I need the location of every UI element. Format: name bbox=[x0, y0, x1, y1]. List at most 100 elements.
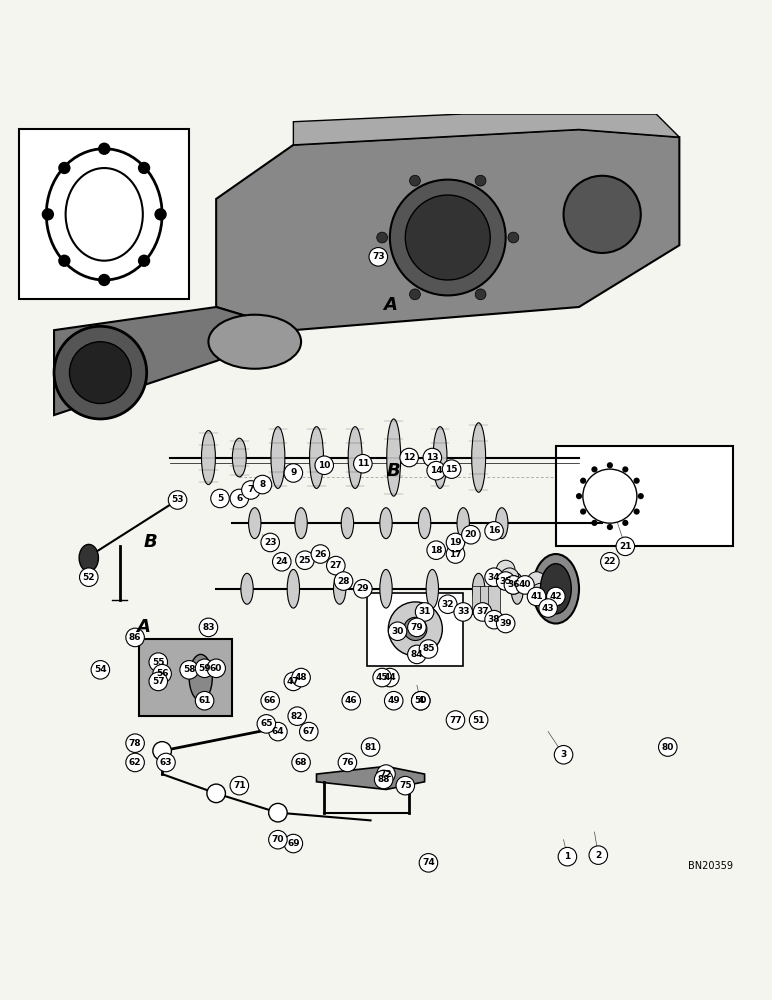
Circle shape bbox=[315, 456, 334, 475]
Text: 25: 25 bbox=[299, 556, 311, 565]
Ellipse shape bbox=[472, 423, 486, 492]
Circle shape bbox=[591, 520, 598, 526]
Text: 78: 78 bbox=[129, 739, 141, 748]
Text: 6: 6 bbox=[236, 494, 242, 503]
Text: 43: 43 bbox=[542, 604, 554, 613]
Text: 22: 22 bbox=[604, 557, 616, 566]
Text: 77: 77 bbox=[449, 716, 462, 725]
Circle shape bbox=[54, 326, 147, 419]
Polygon shape bbox=[54, 307, 293, 415]
Text: 66: 66 bbox=[264, 696, 276, 705]
Text: 80: 80 bbox=[662, 743, 674, 752]
Text: 30: 30 bbox=[391, 627, 404, 636]
Text: 35: 35 bbox=[499, 577, 512, 586]
Circle shape bbox=[442, 460, 461, 478]
Circle shape bbox=[273, 552, 291, 571]
Circle shape bbox=[408, 645, 426, 664]
Circle shape bbox=[381, 668, 399, 687]
Text: 76: 76 bbox=[341, 758, 354, 767]
Circle shape bbox=[195, 691, 214, 710]
Circle shape bbox=[659, 738, 677, 756]
Circle shape bbox=[504, 576, 523, 594]
Ellipse shape bbox=[310, 427, 323, 488]
Polygon shape bbox=[317, 766, 425, 790]
Text: 18: 18 bbox=[430, 546, 442, 555]
Circle shape bbox=[446, 545, 465, 563]
Ellipse shape bbox=[540, 564, 571, 614]
Circle shape bbox=[496, 560, 515, 579]
Circle shape bbox=[475, 289, 486, 300]
Text: 5: 5 bbox=[217, 494, 223, 503]
Text: B: B bbox=[387, 462, 401, 480]
Text: 69: 69 bbox=[287, 839, 300, 848]
Ellipse shape bbox=[341, 508, 354, 539]
Circle shape bbox=[558, 847, 577, 866]
Circle shape bbox=[638, 493, 644, 499]
Circle shape bbox=[153, 742, 171, 760]
Circle shape bbox=[564, 176, 641, 253]
Ellipse shape bbox=[249, 508, 261, 539]
Text: 16: 16 bbox=[488, 526, 500, 535]
Circle shape bbox=[211, 489, 229, 508]
Circle shape bbox=[419, 854, 438, 872]
Text: BN20359: BN20359 bbox=[689, 861, 733, 871]
Circle shape bbox=[438, 595, 457, 613]
Text: 1: 1 bbox=[564, 852, 571, 861]
Text: 47: 47 bbox=[287, 677, 300, 686]
Circle shape bbox=[98, 274, 110, 286]
Text: 34: 34 bbox=[488, 573, 500, 582]
Polygon shape bbox=[216, 129, 679, 330]
Text: 37: 37 bbox=[476, 607, 489, 616]
Circle shape bbox=[153, 664, 171, 683]
Circle shape bbox=[516, 576, 534, 594]
Circle shape bbox=[396, 776, 415, 795]
Bar bbox=[472, 586, 485, 614]
Circle shape bbox=[207, 659, 225, 678]
Circle shape bbox=[446, 533, 465, 552]
Circle shape bbox=[269, 830, 287, 849]
Circle shape bbox=[589, 846, 608, 864]
Text: 23: 23 bbox=[264, 538, 276, 547]
Circle shape bbox=[411, 691, 430, 710]
Text: 79: 79 bbox=[411, 623, 423, 632]
Text: 3: 3 bbox=[560, 750, 567, 759]
Circle shape bbox=[284, 464, 303, 482]
Circle shape bbox=[469, 711, 488, 729]
Circle shape bbox=[98, 143, 110, 155]
Ellipse shape bbox=[380, 569, 392, 608]
Circle shape bbox=[195, 659, 214, 678]
FancyBboxPatch shape bbox=[367, 593, 463, 666]
Text: 44: 44 bbox=[384, 673, 396, 682]
Text: 50: 50 bbox=[415, 696, 427, 705]
Circle shape bbox=[257, 715, 276, 733]
Circle shape bbox=[311, 545, 330, 563]
Text: 82: 82 bbox=[291, 712, 303, 721]
Circle shape bbox=[607, 524, 613, 530]
Circle shape bbox=[168, 491, 187, 509]
Text: 2: 2 bbox=[595, 851, 601, 860]
Circle shape bbox=[126, 734, 144, 752]
Circle shape bbox=[300, 722, 318, 741]
Ellipse shape bbox=[334, 573, 346, 604]
Circle shape bbox=[207, 784, 225, 803]
Text: 63: 63 bbox=[160, 758, 172, 767]
Circle shape bbox=[69, 342, 131, 403]
Circle shape bbox=[409, 289, 420, 300]
Ellipse shape bbox=[496, 508, 508, 539]
Ellipse shape bbox=[271, 427, 285, 488]
Circle shape bbox=[622, 520, 628, 526]
Circle shape bbox=[485, 568, 503, 586]
Circle shape bbox=[508, 232, 519, 243]
Circle shape bbox=[261, 533, 279, 552]
Text: 21: 21 bbox=[619, 542, 631, 551]
Polygon shape bbox=[293, 114, 679, 145]
Ellipse shape bbox=[287, 569, 300, 608]
Text: 75: 75 bbox=[399, 781, 411, 790]
Ellipse shape bbox=[348, 427, 362, 488]
Text: 72: 72 bbox=[380, 770, 392, 779]
Text: 53: 53 bbox=[171, 495, 184, 504]
Text: 46: 46 bbox=[345, 696, 357, 705]
Text: 8: 8 bbox=[259, 480, 266, 489]
Circle shape bbox=[338, 753, 357, 772]
Ellipse shape bbox=[201, 431, 215, 485]
